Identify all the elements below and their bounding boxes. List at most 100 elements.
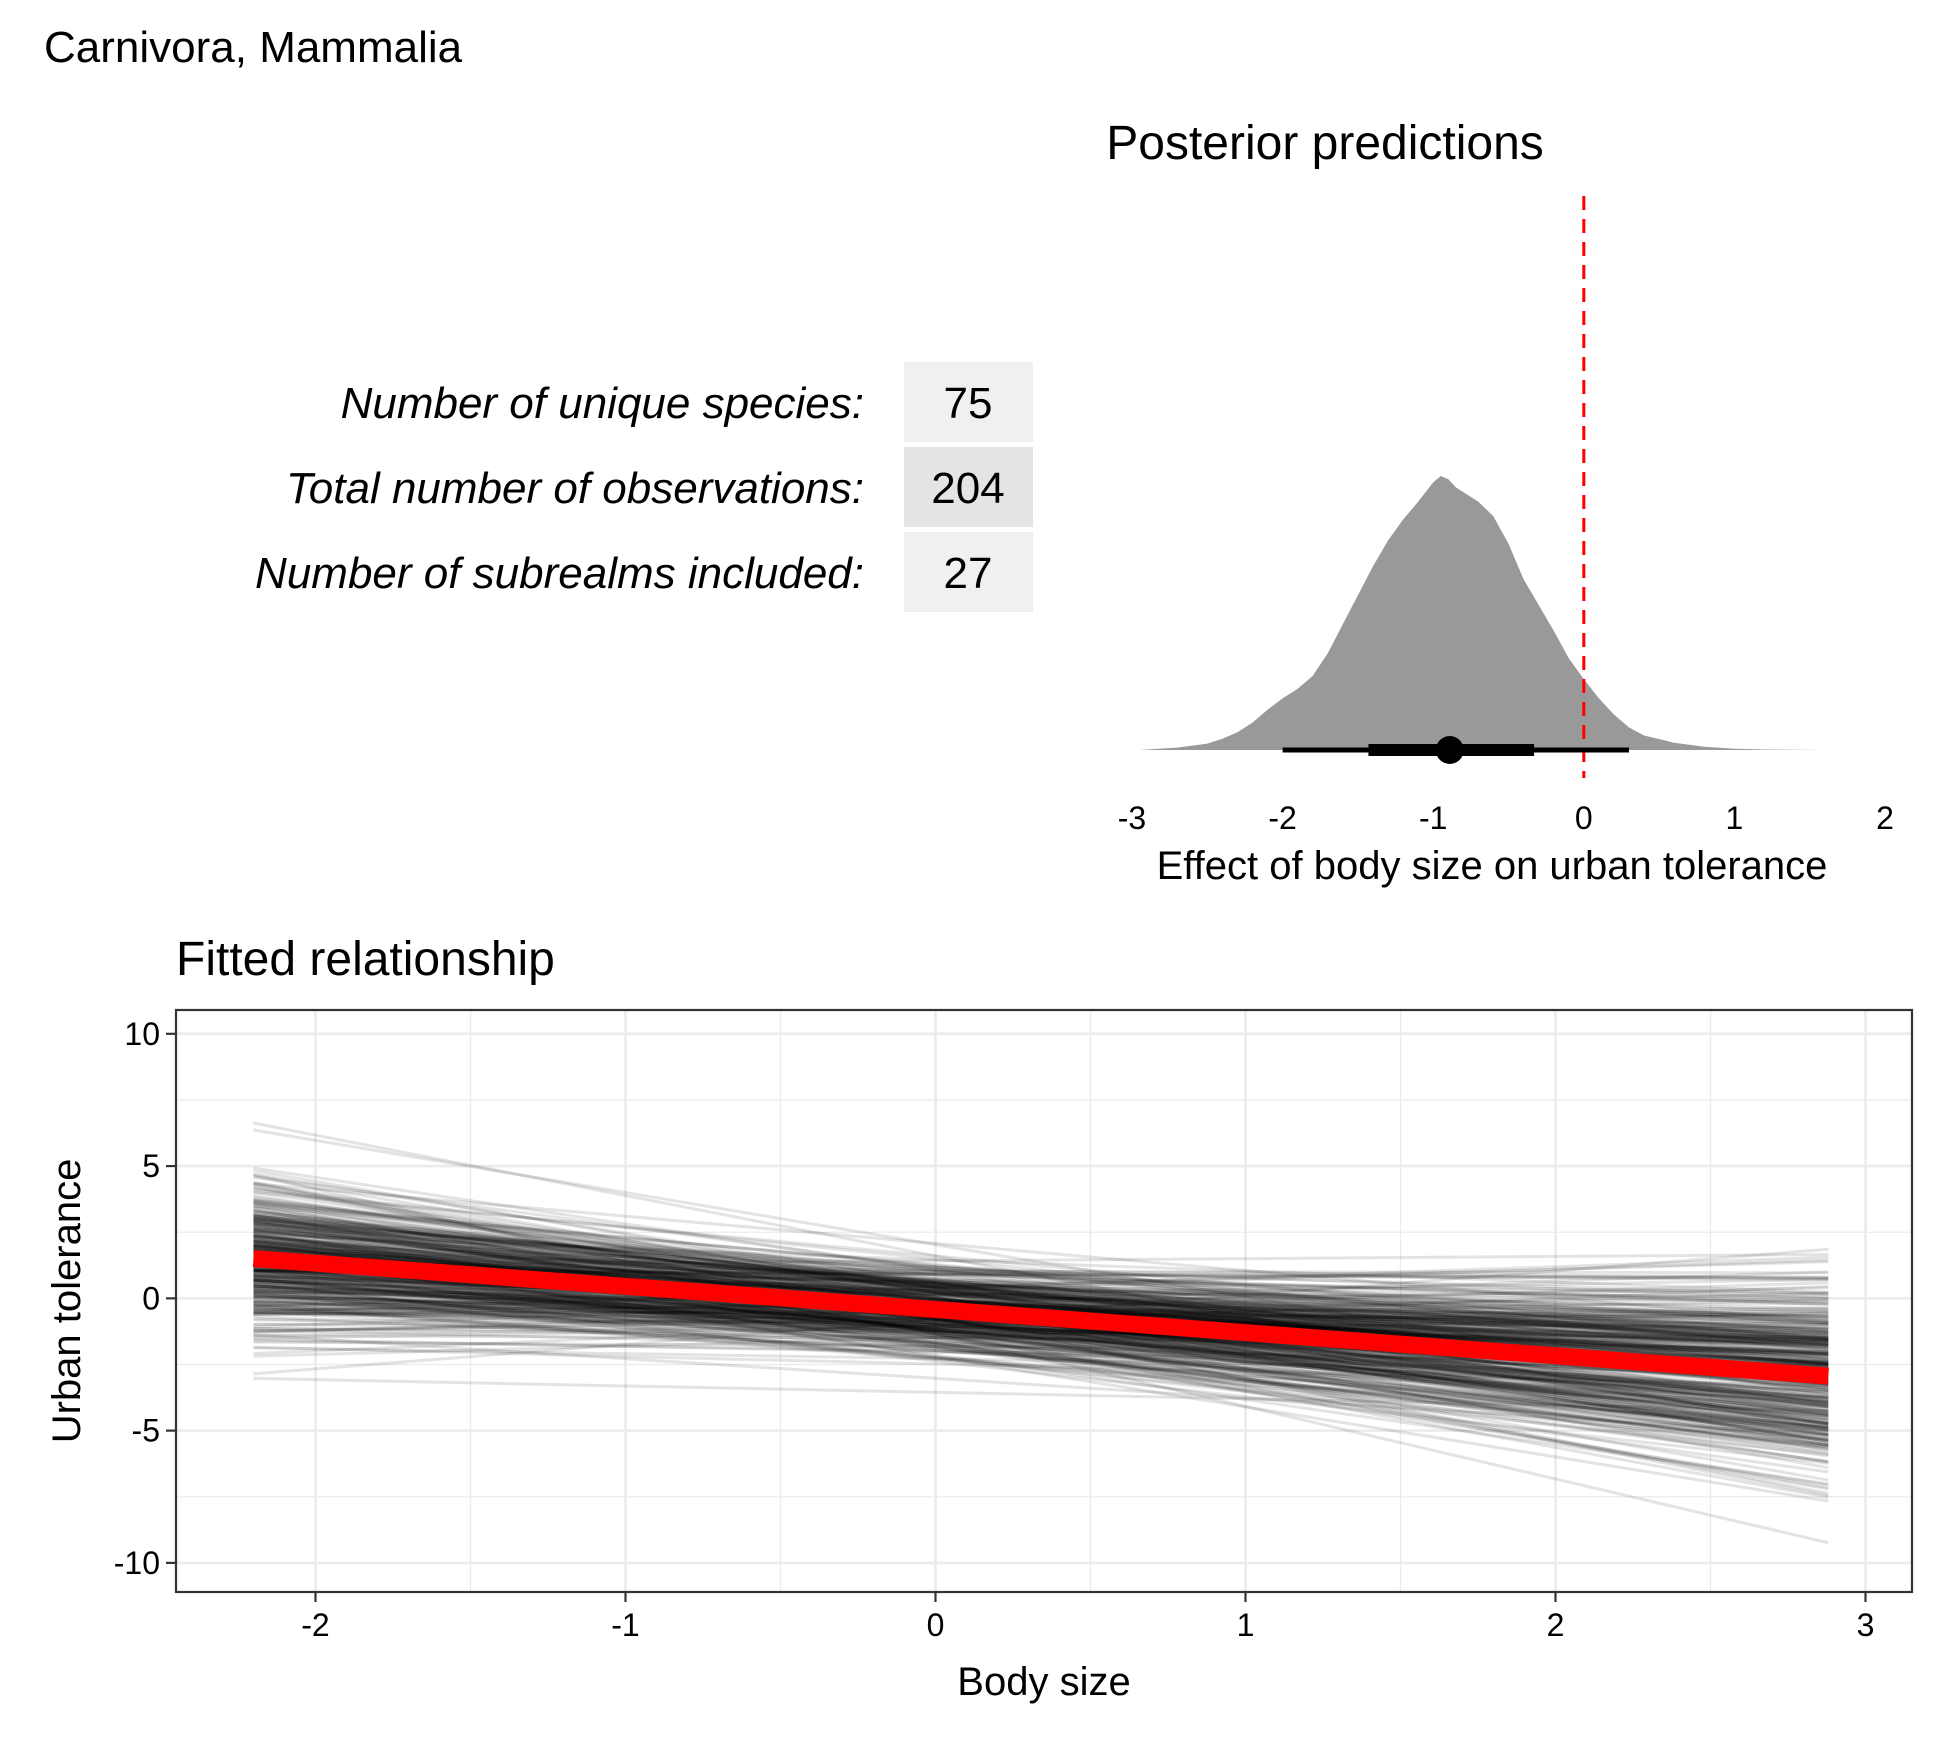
posterior-draw-line	[253, 1235, 1829, 1426]
x-tick-label: -3	[1118, 800, 1146, 836]
posterior-draw-line	[253, 1303, 1829, 1356]
x-tick-label: 0	[1575, 800, 1593, 836]
posterior-draw-line	[253, 1173, 1829, 1545]
posterior-draw-line	[253, 1190, 1829, 1426]
table-row-value: 204	[931, 464, 1004, 513]
posterior-draw-line	[253, 1255, 1829, 1319]
posterior-draw-line	[253, 1207, 1829, 1499]
posterior-draw-line	[253, 1250, 1829, 1354]
posterior-draw-line	[253, 1289, 1829, 1449]
y-tick-label: -5	[132, 1413, 160, 1449]
posterior-draw-line	[253, 1190, 1829, 1341]
posterior-draw-line	[253, 1263, 1829, 1279]
posterior-draw-line	[253, 1304, 1829, 1432]
x-tick-label: 2	[1547, 1607, 1565, 1643]
posterior-draw-line	[253, 1252, 1829, 1331]
posterior-draw-line	[253, 1245, 1829, 1367]
posterior-draw-line	[253, 1254, 1829, 1340]
posterior-draw-line	[253, 1216, 1829, 1365]
posterior-draw-line	[253, 1253, 1829, 1323]
posterior-draw-line	[253, 1243, 1829, 1351]
table-row-label: Number of unique species:	[341, 379, 864, 428]
posterior-x-axis-label: Effect of body size on urban tolerance	[1157, 844, 1828, 888]
posterior-draw-line	[253, 1310, 1829, 1347]
posterior-draw-line	[253, 1277, 1829, 1398]
posterior-draw-line	[253, 1222, 1829, 1325]
posterior-draw-line	[253, 1279, 1829, 1418]
posterior-draw-line	[253, 1280, 1829, 1395]
posterior-draw-line	[253, 1253, 1829, 1463]
posterior-draw-line	[253, 1291, 1829, 1392]
posterior-draw-line	[253, 1322, 1829, 1342]
posterior-draw-line	[253, 1302, 1829, 1311]
posterior-draw-line	[253, 1235, 1829, 1342]
posterior-draw-line	[253, 1270, 1829, 1329]
posterior-draw-line	[253, 1333, 1829, 1437]
posterior-draw-line	[253, 1294, 1829, 1394]
posterior-draw-line	[253, 1223, 1829, 1430]
posterior-draw-line	[253, 1195, 1829, 1414]
posterior-predictions-panel: Posterior predictions -3 -2 -1 0 1 2 Effect o…	[1106, 117, 1894, 888]
posterior-draw-line	[253, 1234, 1829, 1433]
posterior-draw-line	[253, 1292, 1829, 1442]
posterior-draw-line	[253, 1286, 1829, 1332]
posterior-draw-line	[253, 1221, 1829, 1447]
posterior-draw-line	[253, 1275, 1829, 1403]
posterior-draw-line	[253, 1303, 1829, 1430]
posterior-draw-line	[253, 1249, 1829, 1474]
table-row-label: Total number of observations:	[286, 464, 864, 513]
posterior-draw-line	[253, 1345, 1829, 1388]
posterior-draw-line	[253, 1204, 1829, 1406]
x-tick-label: -2	[301, 1607, 329, 1643]
posterior-draw-line	[253, 1239, 1829, 1346]
posterior-draw-line	[253, 1292, 1829, 1425]
x-tick-label: -1	[1419, 800, 1447, 836]
posterior-draw-line	[253, 1235, 1829, 1357]
posterior-draw-line	[253, 1326, 1829, 1339]
table-row-label: Number of subrealms included:	[255, 549, 864, 598]
posterior-draw-line	[253, 1229, 1829, 1434]
posterior-draw-line	[253, 1278, 1829, 1412]
posterior-draw-line	[253, 1269, 1829, 1448]
posterior-draw-line	[253, 1346, 1829, 1375]
x-tick-label: 1	[1237, 1607, 1255, 1643]
x-tick-label: 2	[1876, 800, 1894, 836]
posterior-draw-line	[253, 1294, 1829, 1383]
posterior-draw-line	[253, 1227, 1829, 1365]
posterior-draw-line	[253, 1252, 1829, 1304]
posterior-draw-line	[253, 1278, 1829, 1308]
posterior-draw-line	[253, 1281, 1829, 1324]
posterior-draw-line	[253, 1246, 1829, 1345]
posterior-draw-line	[253, 1274, 1829, 1341]
fitted-x-ticks: -2 -1 0 1 2 3	[301, 1592, 1874, 1643]
fitted-x-axis-label: Body size	[957, 1660, 1130, 1704]
posterior-draw-line	[253, 1246, 1829, 1367]
posterior-draw-line	[253, 1306, 1829, 1409]
table-cell-bg	[904, 447, 1033, 527]
posterior-draw-line	[253, 1287, 1829, 1417]
posterior-draw-line	[253, 1203, 1829, 1482]
posterior-draw-line	[253, 1277, 1829, 1433]
posterior-draw-line	[253, 1262, 1829, 1416]
posterior-draw-line	[253, 1310, 1829, 1404]
posterior-draw-line	[253, 1182, 1829, 1324]
posterior-draw-line	[253, 1244, 1829, 1335]
posterior-draw-line	[253, 1227, 1829, 1440]
mean-fit-line	[252, 1250, 1829, 1385]
posterior-draw-line	[253, 1188, 1829, 1351]
table-row-value: 27	[944, 549, 993, 598]
posterior-draw-line	[253, 1260, 1829, 1436]
posterior-draw-line	[253, 1220, 1829, 1433]
fitted-y-ticks: -10 -5 0 5 10	[114, 1016, 176, 1581]
posterior-draw-line	[253, 1297, 1829, 1400]
posterior-draw-line	[253, 1227, 1829, 1362]
posterior-draw-line	[253, 1326, 1829, 1351]
posterior-draw-line	[253, 1236, 1829, 1343]
posterior-draw-line	[253, 1284, 1829, 1432]
posterior-draw-line	[253, 1182, 1829, 1426]
posterior-draw-line	[253, 1278, 1829, 1399]
posterior-draw-line	[253, 1217, 1829, 1356]
posterior-draw-line	[253, 1121, 1829, 1432]
